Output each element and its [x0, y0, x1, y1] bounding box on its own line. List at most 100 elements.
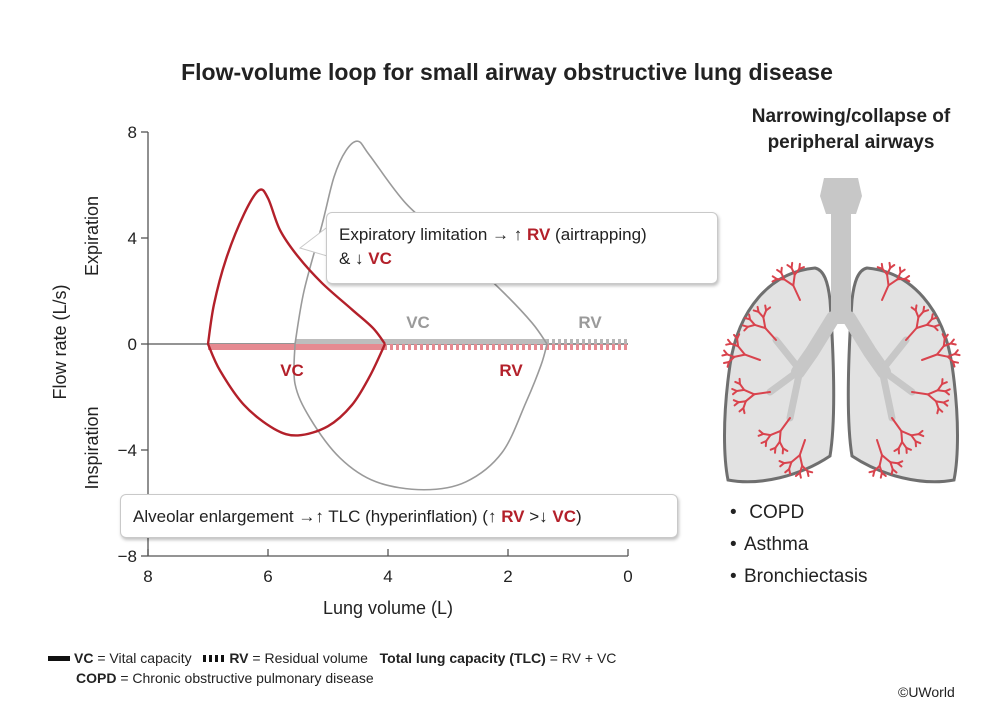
airway-branch	[783, 278, 795, 287]
larynx	[820, 178, 862, 214]
normal-inspiration-curve	[293, 343, 548, 491]
airway-branch	[900, 430, 913, 437]
legend-tlc-abbr: Total lung capacity (TLC)	[379, 650, 546, 666]
x-tick-label: 0	[623, 567, 632, 586]
disease-expiration-curve	[206, 188, 386, 345]
callout-text: >↓	[524, 507, 553, 526]
airway-branch	[733, 353, 746, 358]
airway-branch	[942, 342, 952, 347]
airway-branch	[736, 333, 741, 340]
callout-vc: VC	[552, 507, 576, 526]
disease-inspiration-curve	[206, 343, 387, 437]
legend-line1: VC = Vital capacity RV = Residual volume…	[48, 650, 616, 666]
airway-branch	[779, 417, 791, 432]
airway-branch	[765, 306, 772, 312]
airway-branch	[917, 310, 925, 319]
airway-branch	[936, 353, 949, 358]
airway-branch	[946, 353, 956, 358]
airway-branch	[744, 393, 756, 403]
airway-branch	[936, 407, 940, 415]
airway-branch	[876, 439, 883, 457]
airway-branch	[944, 390, 950, 396]
normal-rv-bar	[547, 339, 628, 344]
airway-branch	[881, 267, 889, 276]
airway-branch	[742, 400, 747, 410]
airway-branch	[953, 353, 961, 357]
condition-item: • Bronchiectasis	[730, 566, 868, 588]
flow-volume-chart: 8 4 0 −4 −8 8 6 4 2 0 Lung volume (L) Flow rate (…	[50, 123, 633, 618]
airway-branch	[922, 309, 930, 313]
expiratory-callout-line2: & ↓ VC	[339, 247, 717, 271]
airway-branch	[792, 273, 796, 287]
airway-branch	[878, 464, 883, 474]
airway-branch	[798, 464, 804, 474]
airway-branch	[873, 464, 881, 472]
airway-branch	[891, 417, 903, 432]
airway-branch	[890, 468, 894, 476]
page-title: Flow-volume loop for small airway obstru…	[181, 59, 833, 85]
airway-branch	[949, 342, 957, 346]
condition-item: • Asthma	[730, 534, 808, 556]
airway-branch	[790, 454, 801, 464]
airway-branch	[771, 275, 778, 281]
callout-text: Expiratory limitation → ↑	[339, 225, 527, 244]
disease-vc-label: VC	[280, 361, 304, 380]
airway-branch	[737, 345, 746, 356]
rv-legend-swatch	[203, 655, 225, 663]
expiratory-callout: Expiratory limitation → ↑ RV (airtrappin…	[326, 212, 718, 284]
callout-text: & ↓	[339, 249, 369, 268]
vc-legend-swatch	[48, 656, 70, 662]
airway-branch	[926, 389, 939, 396]
airway-branch	[760, 440, 768, 444]
airway-branch	[792, 284, 801, 301]
right-bronchus	[842, 311, 891, 379]
normal-rv-label: RV	[578, 313, 602, 332]
airway-branch	[926, 393, 938, 403]
airway-branch	[806, 470, 810, 477]
legend-rv-def: = Residual volume	[248, 650, 368, 666]
airway-branch	[893, 447, 900, 452]
airway-branch	[798, 439, 806, 457]
x-tick-label: 8	[143, 567, 152, 586]
airway-branch	[784, 468, 791, 474]
expiratory-callout-line1: Expiratory limitation → ↑ RV (airtrappin…	[339, 223, 717, 247]
airway-branch	[738, 382, 746, 391]
airway-branch	[930, 316, 938, 321]
condition-copd: COPD	[749, 502, 805, 523]
airway-branch	[790, 266, 796, 276]
normal-vc-bar	[295, 339, 547, 344]
airway-branch	[748, 313, 751, 321]
airway-branch	[878, 454, 883, 467]
airway-branch	[778, 440, 785, 450]
airway-branch	[886, 273, 890, 287]
airway-branch	[753, 391, 771, 396]
airway-branch	[903, 277, 911, 283]
x-tick-label: 4	[383, 567, 392, 586]
normal-vc-label: VC	[406, 313, 430, 332]
airway-branch	[757, 310, 765, 319]
condition-bronchiectasis: Bronchiectasis	[744, 566, 868, 587]
disease-vc-bar	[208, 344, 385, 350]
airway-branch	[756, 305, 760, 313]
airway-branch	[905, 327, 918, 341]
condition-asthma: Asthma	[744, 534, 809, 555]
airway-branch	[880, 262, 884, 270]
airway-branch	[794, 471, 801, 477]
legend-copd-abbr: COPD	[76, 670, 117, 686]
y-axis-expiration-label: Expiration	[82, 196, 102, 276]
airway-branch	[737, 400, 747, 404]
x-axis-label: Lung volume (L)	[323, 598, 453, 618]
airway-branch	[774, 440, 781, 449]
callout-rv: RV	[527, 225, 551, 244]
airways-heading-line2: peripheral airways	[767, 132, 935, 153]
airway-branch	[726, 353, 736, 358]
airway-branch	[778, 460, 786, 465]
airway-branch	[935, 400, 940, 410]
airway-branch	[926, 323, 936, 328]
airway-branch	[743, 353, 761, 361]
airway-branch	[942, 401, 949, 407]
airway-branch	[730, 342, 740, 348]
legend-tlc-def: = RV + VC	[545, 650, 617, 666]
y-tick-label: −8	[118, 547, 137, 566]
